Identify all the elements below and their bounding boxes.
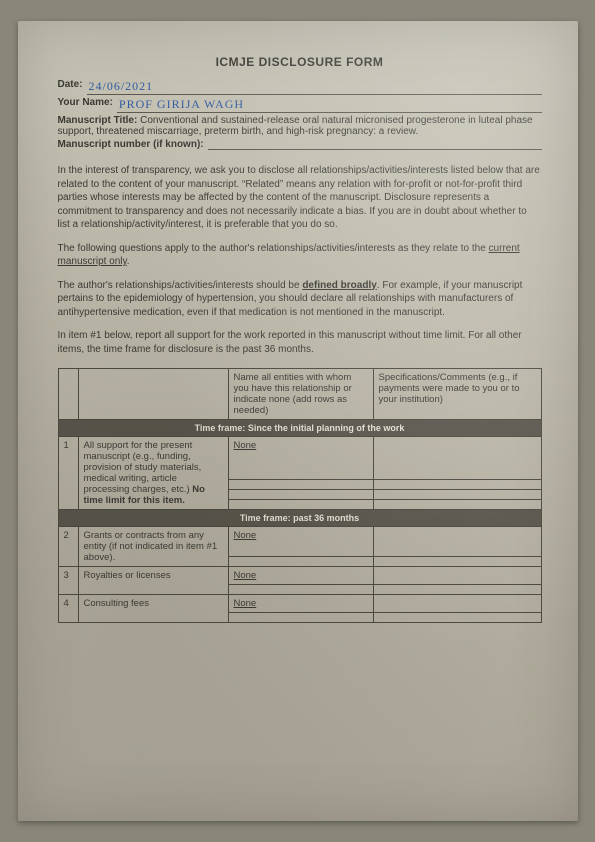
row2-num: 2 [58,527,78,567]
timeframe-row-1: Time frame: Since the initial planning o… [58,420,541,437]
row4-spec [373,595,541,613]
paragraph-1: In the interest of transparency, we ask … [58,164,542,232]
row3-desc: Royalties or licenses [78,567,228,595]
row3-num: 3 [58,567,78,595]
disclosure-table: Name all entities with whom you have thi… [58,368,542,623]
row2-none: None [234,530,257,541]
instruction-block: In the interest of transparency, we ask … [58,164,542,356]
manuscript-title-line: Manuscript Title: Conventional and susta… [58,115,542,137]
form-title: ICMJE DISCLOSURE FORM [58,55,542,69]
row1-desc: All support for the present manuscript (… [78,437,228,510]
row1-val: None [228,437,373,480]
row4-none: None [234,598,257,609]
p3-text: The author's relationships/activities/in… [58,280,303,291]
row4-num: 4 [58,595,78,623]
row2-val: None [228,527,373,557]
table-row: 4 Consulting fees None [58,595,541,613]
paragraph-3: The author's relationships/activities/in… [58,279,542,320]
manuscript-number-label: Manuscript number (if known): [58,139,204,150]
row2-desc: Grants or contracts from any entity (if … [78,527,228,567]
name-label: Your Name: [58,97,113,113]
name-value: PROF GIRIJA WAGH [117,97,542,113]
disclosure-form-page: ICMJE DISCLOSURE FORM Date: 24/06/2021 Y… [18,21,578,821]
row4-val: None [228,595,373,613]
row1-num: 1 [58,437,78,510]
date-line: Date: 24/06/2021 [58,79,542,95]
hdr-blank-2 [78,369,228,420]
date-label: Date: [58,79,83,95]
row3-none: None [234,570,257,581]
manuscript-number-value [208,139,542,150]
table-header-row: Name all entities with whom you have thi… [58,369,541,420]
paragraph-2: The following questions apply to the aut… [58,242,542,269]
timeframe-row-2: Time frame: past 36 months [58,510,541,527]
row3-spec [373,567,541,585]
manuscript-title-label: Manuscript Title: [58,115,138,126]
row4-desc: Consulting fees [78,595,228,623]
p2-tail: . [127,256,130,267]
hdr-spec: Specifications/Comments (e.g., if paymen… [373,369,541,420]
hdr-entities: Name all entities with whom you have thi… [228,369,373,420]
hdr-blank-1 [58,369,78,420]
paragraph-4: In item #1 below, report all support for… [58,329,542,356]
row1-none: None [234,440,257,451]
row2-spec [373,527,541,557]
table-row: 2 Grants or contracts from any entity (i… [58,527,541,557]
p3-underline: defined broadly [302,280,376,291]
timeframe-2: Time frame: past 36 months [58,510,541,527]
name-line: Your Name: PROF GIRIJA WAGH [58,97,542,113]
row1-spec [373,437,541,480]
manuscript-number-line: Manuscript number (if known): [58,139,542,150]
timeframe-1: Time frame: Since the initial planning o… [58,420,541,437]
table-row: 1 All support for the present manuscript… [58,437,541,480]
row1-desc-a: All support for the present manuscript (… [84,440,202,495]
row3-val: None [228,567,373,585]
table-row: 3 Royalties or licenses None [58,567,541,585]
p2-text: The following questions apply to the aut… [58,243,489,254]
date-value: 24/06/2021 [87,79,542,95]
